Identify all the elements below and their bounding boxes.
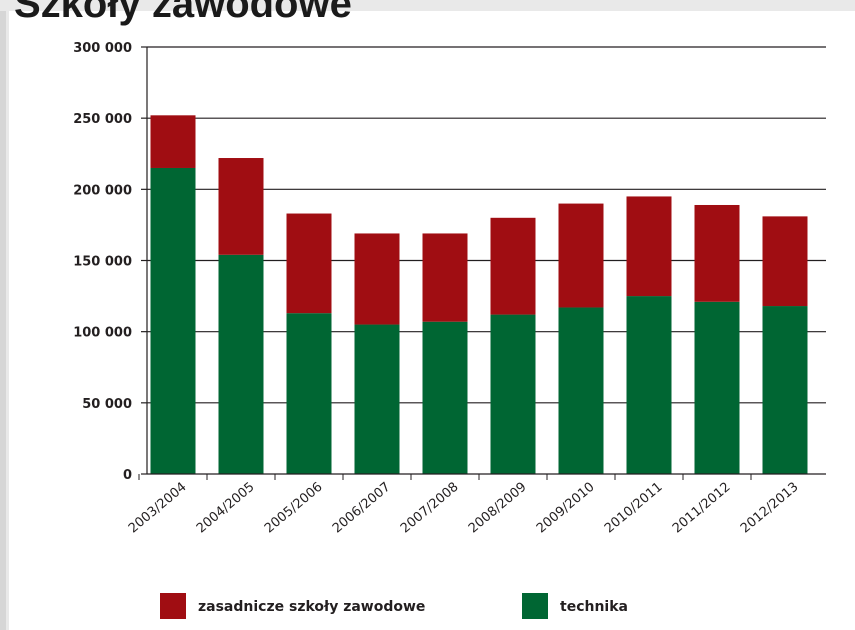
x-axis-ticks: 2003/2004 2004/2005 2005/2006 2006/2007 2007…: [126, 474, 802, 536]
bar-zasadnicze-szko-y-zawodowe: [626, 196, 672, 297]
left-divider: [0, 11, 6, 630]
y-tick-label: 200 000: [73, 183, 132, 198]
legend-swatch-technika: [522, 593, 548, 619]
y-tick-label: 150 000: [73, 255, 132, 270]
bar-zasadnicze-szko-y-zawodowe: [422, 233, 468, 322]
bar-zasadnicze-szko-y-zawodowe: [762, 216, 808, 307]
y-tick-label: 250 000: [73, 112, 132, 127]
legend-label-technika: technika: [560, 599, 628, 615]
x-tick-label: 2012/2013: [738, 480, 802, 537]
x-tick-label: 2010/2011: [602, 480, 666, 537]
bars: [150, 115, 808, 474]
x-tick-label: 2007/2008: [398, 480, 462, 537]
bar-zasadnicze-szko-y-zawodowe: [694, 204, 740, 302]
bar-technika: [626, 296, 672, 474]
bar-zasadnicze-szko-y-zawodowe: [286, 213, 332, 314]
x-tick-label: 2008/2009: [466, 480, 530, 537]
y-tick-label: 50 000: [82, 397, 132, 412]
bar-technika: [354, 324, 400, 474]
bar-technika: [218, 254, 264, 474]
x-tick-label: 2003/2004: [126, 480, 190, 537]
legend: zasadnicze szkoły zawodowe technika: [160, 593, 628, 619]
y-tick-label: 0: [123, 468, 132, 483]
x-tick-label: 2005/2006: [262, 480, 326, 537]
x-tick-label: 2004/2005: [194, 480, 258, 537]
bar-zasadnicze-szko-y-zawodowe: [490, 217, 536, 315]
bar-technika: [558, 307, 604, 474]
x-tick-label: 2009/2010: [534, 480, 598, 537]
y-tick-label: 100 000: [73, 326, 132, 341]
y-axis-ticks: 0 50 000 100 000 150 000 200 000 250 000 300 0…: [73, 41, 147, 483]
bar-zasadnicze-szko-y-zawodowe: [150, 115, 196, 168]
legend-swatch-zasadnicze-szko-y-zawodowe: [160, 593, 186, 619]
bar-technika: [422, 321, 468, 474]
legend-label-zasadnicze-szko-y-zawodowe: zasadnicze szkoły zawodowe: [198, 599, 425, 615]
x-tick-label: 2011/2012: [670, 480, 734, 537]
bar-zasadnicze-szko-y-zawodowe: [218, 158, 264, 255]
bar-technika: [762, 306, 808, 474]
x-tick-label: 2006/2007: [330, 480, 394, 537]
bar-technika: [150, 167, 196, 474]
page-title: Szkoły zawodowe: [14, 0, 352, 26]
bar-technika: [694, 301, 740, 474]
bar-zasadnicze-szko-y-zawodowe: [354, 233, 400, 325]
bar-technika: [286, 313, 332, 474]
y-tick-label: 300 000: [73, 41, 132, 56]
bar-technika: [490, 314, 536, 474]
bar-zasadnicze-szko-y-zawodowe: [558, 203, 604, 308]
